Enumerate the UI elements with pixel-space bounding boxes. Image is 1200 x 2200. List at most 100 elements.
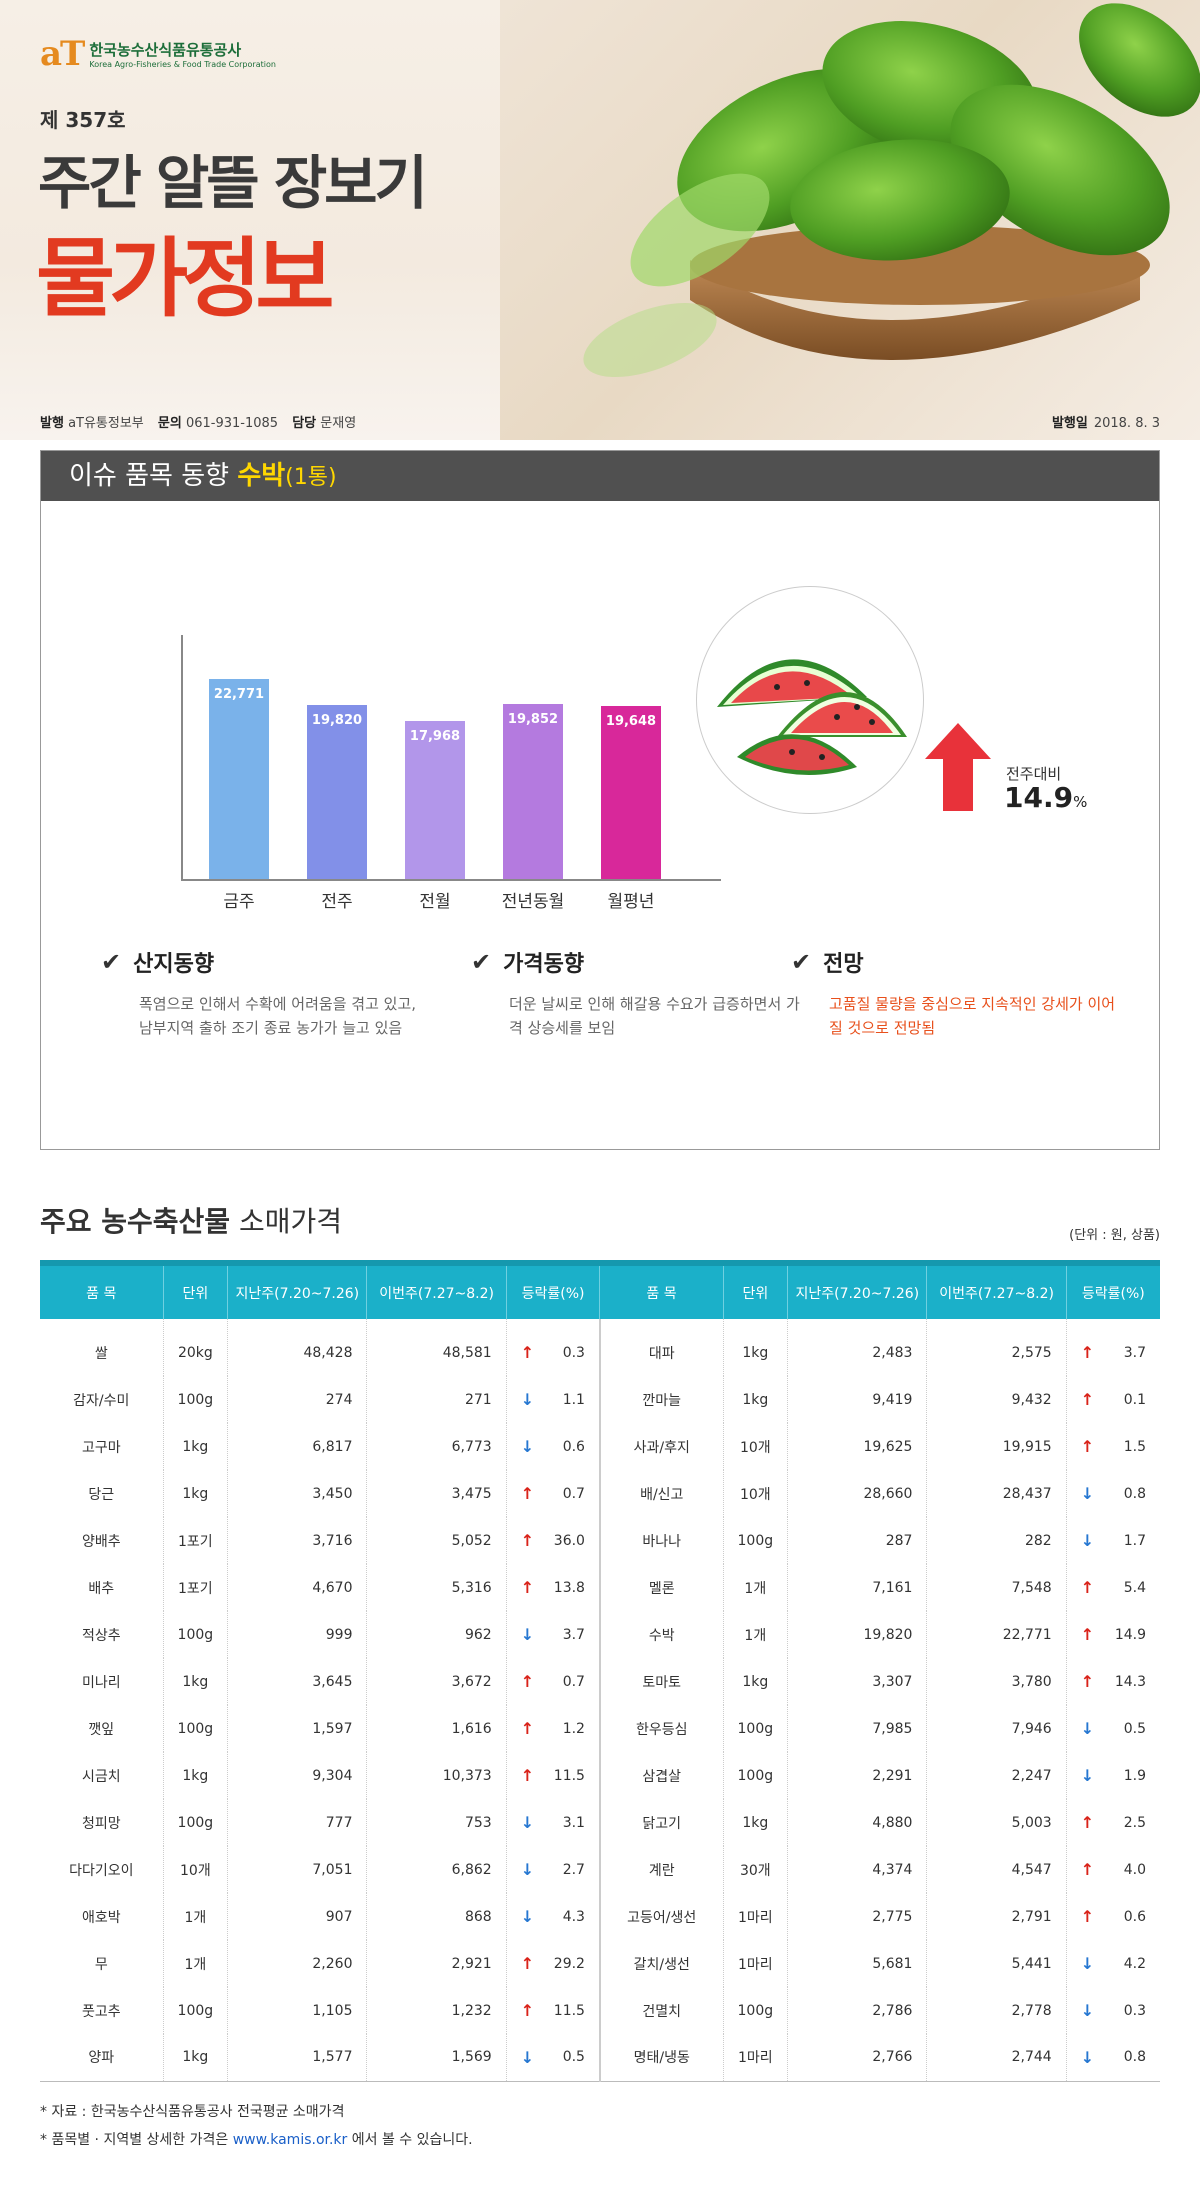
change-rate-value: 11.5 xyxy=(553,1767,585,1784)
last-week-price: 2,786 xyxy=(787,1987,927,2034)
arrow-up-icon: ↑ xyxy=(1080,1578,1095,1597)
item-name: 배추 xyxy=(88,1580,115,1597)
last-week-price: 999 xyxy=(227,1611,367,1658)
last-week-price: 2,775 xyxy=(787,1893,927,1940)
last-week-price: 7,161 xyxy=(787,1564,927,1611)
arrow-up-icon: ↑ xyxy=(1080,1907,1095,1926)
last-week-price: 3,645 xyxy=(227,1658,367,1705)
header-unit: 단위 xyxy=(162,1260,228,1319)
item-unit: 100g xyxy=(722,1987,788,2034)
footer-source: * 자료 : 한국농수산식품유통공사 전국평균 소매가격 xyxy=(40,2104,345,2120)
this-week-price: 2,744 xyxy=(926,2034,1067,2082)
change-rate: ↑ 11.5 xyxy=(505,1987,600,2034)
item-unit: 1kg xyxy=(722,1376,788,1423)
change-rate-value: 1.1 xyxy=(562,1391,585,1408)
item-unit: 1kg xyxy=(162,1423,228,1470)
change-rate-value: 0.6 xyxy=(1123,1908,1146,1925)
last-week-price: 28,660 xyxy=(787,1470,927,1517)
item-unit: 1kg xyxy=(162,1658,228,1705)
check-icon: ✔ xyxy=(791,948,812,976)
last-week-price: 2,483 xyxy=(787,1319,927,1376)
this-week-price: 5,052 xyxy=(366,1517,507,1564)
change-rate-value: 0.5 xyxy=(1123,1720,1146,1737)
this-week-price: 3,780 xyxy=(926,1658,1067,1705)
change-rate-value: 11.5 xyxy=(553,2002,585,2019)
last-week-price: 777 xyxy=(227,1799,367,1846)
item-unit: 100g xyxy=(162,1987,228,2034)
issue-item-box: 이슈 품목 동향 수박(1통) 22,771 금주 19,820 전주 17,968 전월… xyxy=(40,450,1160,1150)
last-week-price: 4,374 xyxy=(787,1846,927,1893)
change-rate-value: 0.7 xyxy=(562,1485,585,1502)
table-row: 깻잎 100g 1,597 1,616 ↑ 1.2 한우등심 100g 7,985 7,946 ↓ 0… xyxy=(40,1705,1160,1752)
item-unit: 100g xyxy=(162,1611,228,1658)
change-rate-value: 3.7 xyxy=(562,1626,585,1643)
change-rate: ↓ 1.9 xyxy=(1065,1752,1160,1799)
arrow-down-icon: ↓ xyxy=(1080,1719,1095,1738)
item-unit: 1마리 xyxy=(722,1893,788,1940)
last-week-price: 3,716 xyxy=(227,1517,367,1564)
chart-category-label: 전년동월 xyxy=(501,892,565,912)
change-rate: ↓ 4.3 xyxy=(505,1893,600,1940)
kamis-link[interactable]: www.kamis.or.kr xyxy=(232,2132,348,2148)
last-week-price: 9,304 xyxy=(227,1752,367,1799)
arrow-up-icon: ↑ xyxy=(520,1484,535,1503)
item-name: 시금치 xyxy=(81,1768,121,1785)
this-week-price: 22,771 xyxy=(926,1611,1067,1658)
arrow-up-icon: ↑ xyxy=(520,1719,535,1738)
change-rate: ↑ 0.3 xyxy=(505,1319,600,1376)
table-row: 적상추 100g 999 962 ↓ 3.7 수박 1개 19,820 22,771 ↑ 14.9 xyxy=(40,1611,1160,1658)
change-rate: ↑ 36.0 xyxy=(505,1517,600,1564)
arrow-up-icon: ↑ xyxy=(1080,1625,1095,1644)
last-week-price: 907 xyxy=(227,1893,367,1940)
last-week-price: 9,419 xyxy=(787,1376,927,1423)
item-unit: 10개 xyxy=(722,1470,788,1517)
this-week-price: 282 xyxy=(926,1517,1067,1564)
arrow-down-icon: ↓ xyxy=(1080,1766,1095,1785)
change-rate-value: 13.8 xyxy=(553,1579,585,1596)
page-title-accent: 물가정보 xyxy=(36,229,334,329)
page-title: 주간 알뜰 장보기 xyxy=(38,149,428,217)
change-rate: ↑ 14.3 xyxy=(1065,1658,1160,1705)
change-rate-value: 4.3 xyxy=(562,1908,585,1925)
this-week-price: 7,548 xyxy=(926,1564,1067,1611)
item-unit: 1kg xyxy=(722,1658,788,1705)
change-rate-value: 0.3 xyxy=(562,1344,585,1361)
arrow-up-icon: ↑ xyxy=(520,2001,535,2020)
this-week-price: 9,432 xyxy=(926,1376,1067,1423)
at-logo-mark: aT xyxy=(40,34,85,74)
table-row: 당근 1kg 3,450 3,475 ↑ 0.7 배/신고 10개 28,660 28,437 ↓ 0… xyxy=(40,1470,1160,1517)
issue-number: 제 357호 xyxy=(40,108,126,132)
check-icon: ✔ xyxy=(471,948,492,976)
item-unit: 100g xyxy=(722,1517,788,1564)
item-name: 다다기오이 xyxy=(69,1862,134,1879)
arrow-down-icon: ↓ xyxy=(1080,1484,1095,1503)
this-week-price: 6,862 xyxy=(366,1846,507,1893)
change-rate: ↓ 0.3 xyxy=(1065,1987,1160,2034)
item-name: 멜론 xyxy=(598,1564,724,1611)
chart-category-label: 금주 xyxy=(223,892,255,912)
chart-data-label: 19,820 xyxy=(311,713,363,728)
item-name: 계란 xyxy=(598,1846,724,1893)
arrow-up-icon: ↑ xyxy=(1080,1343,1095,1362)
header-item: 품 목 xyxy=(40,1260,164,1319)
header-this-week: 이번주(7.27~8.2) xyxy=(926,1260,1067,1319)
table-row: 무 1개 2,260 2,921 ↑ 29.2 갈치/생선 1마리 5,681 5,441 ↓ 4.2 xyxy=(40,1940,1160,1987)
this-week-price: 1,232 xyxy=(366,1987,507,2034)
item-unit: 1kg xyxy=(722,1799,788,1846)
this-week-price: 868 xyxy=(366,1893,507,1940)
item-unit: 100g xyxy=(162,1705,228,1752)
arrow-up-icon: ↑ xyxy=(520,1954,535,1973)
arrow-down-icon: ↓ xyxy=(520,1813,535,1832)
change-rate-value: 0.8 xyxy=(1123,1485,1146,1502)
item-unit: 1포기 xyxy=(162,1517,228,1564)
item-name: 토마토 xyxy=(598,1658,724,1705)
last-week-price: 1,597 xyxy=(227,1705,367,1752)
change-rate-value: 0.5 xyxy=(562,2049,585,2066)
this-week-price: 28,437 xyxy=(926,1470,1067,1517)
chart-bar xyxy=(307,705,367,879)
price-bar-chart: 22,771 금주 19,820 전주 17,968 전월 19,852 전년동월 19,648… xyxy=(101,521,721,912)
change-rate-value: 36.0 xyxy=(553,1532,585,1549)
this-week-price: 2,791 xyxy=(926,1893,1067,1940)
this-week-price: 962 xyxy=(366,1611,507,1658)
header-banner: aT 한국농수산식품유통공사 Korea Agro-Fisheries & Fo… xyxy=(0,0,1200,440)
